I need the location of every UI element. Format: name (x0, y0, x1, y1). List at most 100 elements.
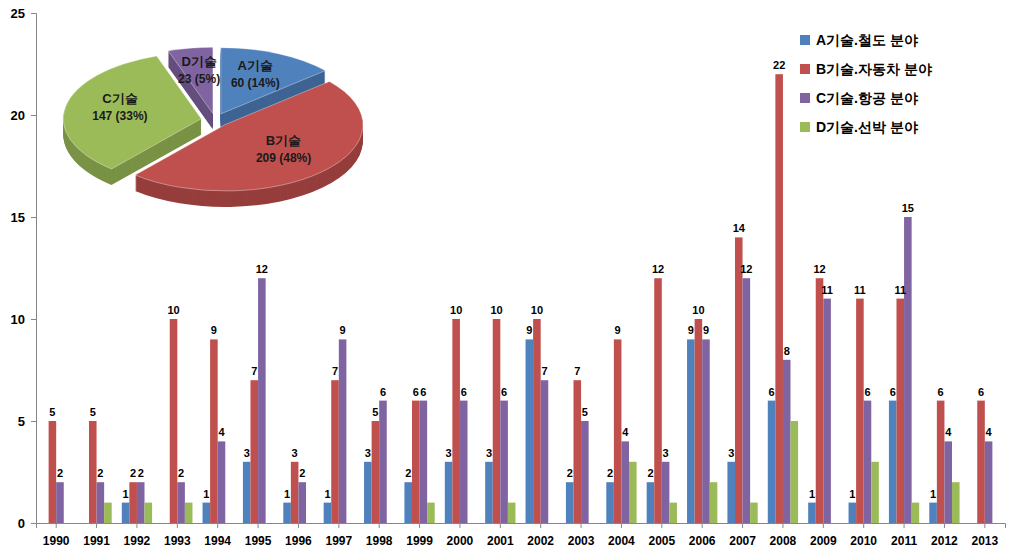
data-label: 12 (740, 263, 752, 275)
bar (929, 503, 937, 523)
x-tick-label: 2002 (527, 534, 554, 548)
pie-category-label: B기술 (266, 133, 301, 148)
bar (775, 74, 783, 523)
data-label: 2 (405, 467, 411, 479)
x-axis-line (37, 524, 1006, 529)
bar (614, 339, 622, 523)
data-label: 7 (251, 365, 257, 377)
bars (49, 74, 993, 523)
data-label: 2 (138, 467, 144, 479)
x-tick-label: 2008 (770, 534, 797, 548)
bar (768, 401, 776, 523)
data-label: 7 (332, 365, 338, 377)
bar (735, 237, 743, 523)
x-tick: 1995 (245, 523, 272, 548)
x-tick-mark (177, 523, 178, 528)
data-label: 1 (123, 488, 129, 500)
y-tick-label: 25 (11, 6, 25, 21)
data-label: 9 (688, 324, 694, 336)
x-tick: 2013 (971, 523, 998, 548)
x-tick-mark (904, 523, 905, 528)
x-tick-mark (661, 523, 662, 528)
pie-category-label: A기술 (238, 58, 273, 73)
y-tick: 15 (11, 210, 36, 225)
x-tick-mark (217, 523, 218, 528)
data-label: 3 (663, 447, 669, 459)
bar (379, 401, 387, 523)
bar (283, 503, 291, 523)
data-label: 9 (340, 324, 346, 336)
data-label: 2 (299, 467, 305, 479)
x-tick-mark (742, 523, 743, 528)
x-tick-label: 1998 (366, 534, 393, 548)
data-label: 10 (450, 304, 462, 316)
x-tick-label: 2012 (931, 534, 958, 548)
bar (783, 360, 791, 523)
data-label: 14 (733, 222, 746, 234)
data-label: 1 (284, 488, 290, 500)
bar (662, 462, 670, 523)
data-label: 2 (567, 467, 573, 479)
data-label: 7 (541, 365, 547, 377)
legend: A기술.철도 분야B기술.자동차 분야C기술.항공 분야D기술.선박 분야 (800, 32, 932, 135)
bar (122, 503, 130, 523)
legend-swatch (800, 122, 810, 132)
legend-swatch (800, 93, 810, 103)
x-tick-label: 1991 (83, 534, 110, 548)
x-tick-mark (702, 523, 703, 528)
x-tick-label: 2000 (447, 534, 474, 548)
bar (250, 380, 258, 523)
data-label: 10 (531, 304, 543, 316)
y-axis: 0510152025 (11, 6, 37, 531)
x-tick-mark (379, 523, 380, 528)
bar (445, 462, 453, 523)
y-tick: 10 (11, 312, 36, 327)
x-tick-mark (96, 523, 97, 528)
data-label: 2 (178, 467, 184, 479)
bar (985, 441, 993, 523)
x-tick-label: 2004 (608, 534, 635, 548)
bar (750, 503, 758, 523)
x-tick: 1993 (164, 523, 191, 548)
bar (452, 319, 460, 523)
x-tick-label: 2001 (487, 534, 514, 548)
bar (339, 339, 347, 523)
bar (904, 217, 912, 523)
bar (647, 482, 655, 523)
x-tick-mark (782, 523, 783, 528)
x-tick-mark (338, 523, 339, 528)
x-tick-mark (621, 523, 622, 528)
bar (372, 421, 380, 523)
bar (581, 421, 589, 523)
y-tick-mark (31, 115, 36, 116)
data-label: 4 (218, 426, 225, 438)
legend-label: A기술.철도 분야 (816, 32, 918, 48)
data-label: 5 (372, 406, 378, 418)
x-tick: 2006 (689, 523, 716, 548)
bar (727, 462, 735, 523)
pie-category-label: C기술 (102, 91, 137, 106)
x-axis: 1990199119921993199419951996199719981999… (37, 523, 1006, 548)
bar (695, 319, 703, 523)
bar (864, 401, 872, 523)
x-tick: 1992 (124, 523, 151, 548)
bar (104, 503, 112, 523)
x-tick: 2008 (770, 523, 797, 548)
data-label: 1 (203, 488, 209, 500)
y-tick-mark (31, 217, 36, 218)
data-label: 3 (365, 447, 371, 459)
bar (145, 503, 153, 523)
data-label: 6 (769, 386, 775, 398)
x-tick-label: 2006 (689, 534, 716, 548)
bar (687, 339, 695, 523)
x-tick-mark (419, 523, 420, 528)
bar (743, 278, 751, 523)
bar (364, 462, 372, 523)
y-tick: 25 (11, 6, 36, 21)
bar (137, 482, 145, 523)
data-label: 6 (890, 386, 896, 398)
x-tick-label: 2009 (810, 534, 837, 548)
data-label: 1 (930, 488, 936, 500)
bar (185, 503, 193, 523)
bar (243, 462, 251, 523)
